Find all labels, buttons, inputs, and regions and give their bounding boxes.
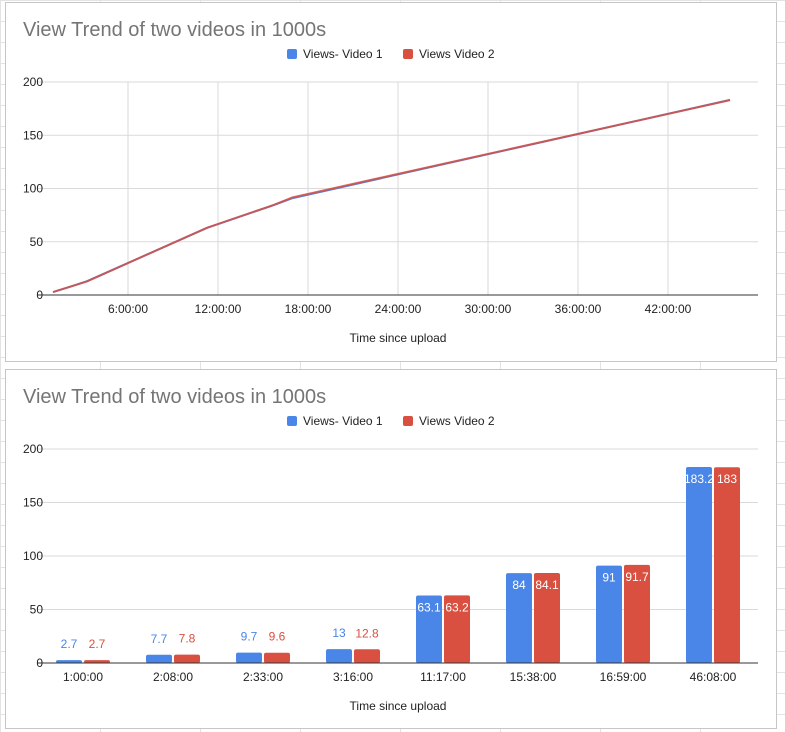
x-tick-label: 2:08:00 [153,670,193,684]
bar-series-2 [354,649,380,663]
x-axis-title: Time since upload [350,331,447,345]
chart-title: View Trend of two videos in 1000s [23,19,326,41]
x-tick-label: 2:33:00 [243,670,283,684]
data-label: 183 [717,472,737,486]
data-label: 2.7 [61,637,78,651]
y-tick-label: 200 [23,75,43,89]
legend-swatch [287,49,297,59]
data-label: 183.2 [684,472,714,486]
x-tick-label: 46:08:00 [690,670,737,684]
bar-chart-panel[interactable]: View Trend of two videos in 1000s Views- … [5,369,777,729]
legend-label: Views- Video 1 [303,414,383,428]
bar-series-1 [56,660,82,663]
data-label: 12.8 [355,626,379,640]
legend-swatch [403,416,413,426]
bar-series-2 [444,595,470,663]
line-chart: View Trend of two videos in 1000s Views- … [23,19,758,345]
bar-series-2 [264,652,290,663]
x-tick-label: 12:00:00 [195,302,242,316]
legend-swatch [287,416,297,426]
bar-series-2 [624,564,650,663]
x-tick-label: 16:59:00 [600,670,647,684]
bar-series-1 [506,573,532,663]
bar-series-2 [84,660,110,663]
x-tick-label: 3:16:00 [333,670,373,684]
bar-chart: View Trend of two videos in 1000s Views- … [23,386,758,713]
x-tick-label: 24:00:00 [375,302,422,316]
legend-label: Views- Video 1 [303,47,383,61]
bar-series-2 [714,467,740,663]
legend-label: Views Video 2 [419,414,495,428]
x-tick-label: 42:00:00 [645,302,692,316]
legend: Views- Video 1 Views Video 2 [287,47,495,61]
y-tick-label: 100 [23,549,43,563]
legend-label: Views Video 2 [419,47,495,61]
x-tick-label: 18:00:00 [285,302,332,316]
y-tick-label: 100 [23,182,43,196]
data-label: 7.7 [151,632,168,646]
bar-series-2 [174,654,200,663]
bar-series-1 [686,466,712,663]
chart-title: View Trend of two videos in 1000s [23,386,326,408]
data-label: 2.7 [89,637,106,651]
y-tick-label: 200 [23,442,43,456]
data-label: 7.8 [179,632,196,646]
series-line-2 [52,99,731,294]
bar-series-1 [236,652,262,663]
x-tick-label: 15:38:00 [510,670,557,684]
bar-series-1 [416,595,442,663]
line-chart-panel[interactable]: View Trend of two videos in 1000s Views- … [5,2,777,362]
data-label: 9.6 [269,630,286,644]
x-tick-label: 11:17:00 [420,670,466,684]
x-tick-label: 6:00:00 [108,302,148,316]
series-line-1 [52,98,731,294]
data-label: 9.7 [241,630,258,644]
x-axis-title: Time since upload [350,699,447,713]
data-label: 84.1 [535,578,559,592]
data-label: 91 [602,571,616,585]
x-tick-label: 36:00:00 [555,302,602,316]
y-tick-label: 150 [23,496,43,510]
y-tick-label: 50 [30,603,44,617]
data-label: 63.1 [417,600,441,614]
legend: Views- Video 1 Views Video 2 [287,414,495,428]
data-label: 91.7 [625,570,649,584]
data-label: 13 [332,626,346,640]
x-tick-label: 30:00:00 [465,302,512,316]
bar-series-1 [326,649,352,663]
y-tick-label: 150 [23,128,43,142]
x-tick-label: 1:00:00 [63,670,103,684]
data-label: 63.2 [445,600,469,614]
legend-swatch [403,49,413,59]
bar-series-1 [596,565,622,663]
data-label: 84 [512,578,526,592]
bar-series-2 [534,573,560,663]
bar-series-1 [146,654,172,663]
y-tick-label: 50 [30,235,44,249]
